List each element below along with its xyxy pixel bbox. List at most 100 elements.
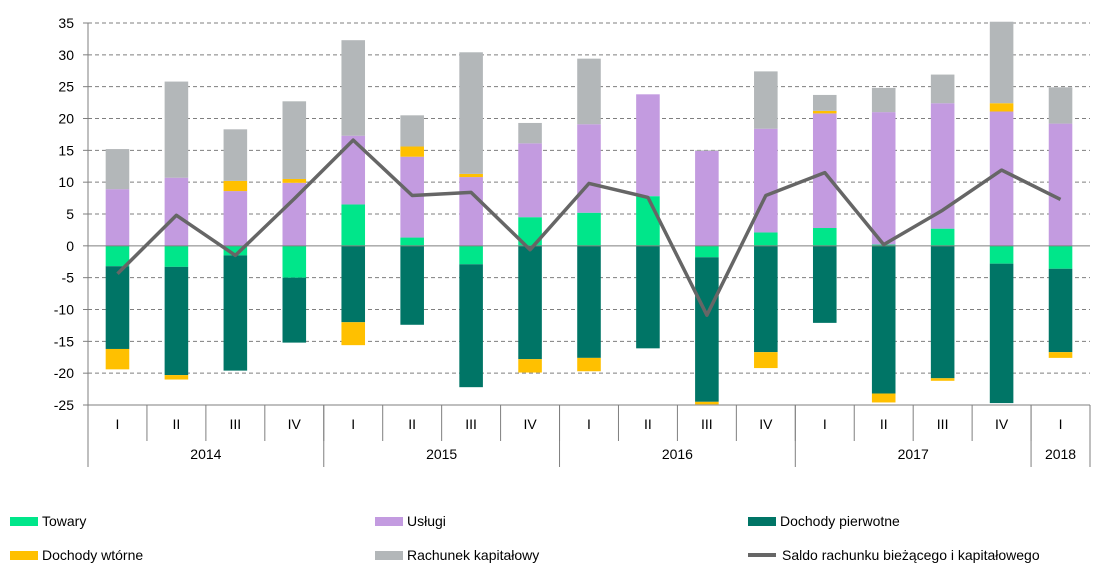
legend-swatch xyxy=(375,550,403,560)
bar-dochody-wt-rne-4 xyxy=(341,322,366,346)
bar-towary-0 xyxy=(105,245,130,267)
bar-dochody-wt-rne-1 xyxy=(164,375,189,380)
bar-dochody-pierwotne-0 xyxy=(105,266,130,349)
bar-dochody-pierwotne-10 xyxy=(695,257,719,402)
legend-label: Rachunek kapitałowy xyxy=(407,547,540,563)
bar-dochody-pierwotne-7 xyxy=(518,245,542,360)
bar-us-ugi-14 xyxy=(930,103,955,229)
y-tick-label: 0 xyxy=(66,238,74,254)
legend-line-swatch xyxy=(748,553,776,557)
legend-swatch xyxy=(748,516,776,526)
bar-dochody-pierwotne-6 xyxy=(459,264,483,388)
bar-dochody-pierwotne-11 xyxy=(754,245,778,353)
bar-rachunek-kapita-owy-4 xyxy=(341,40,366,136)
y-tick-label: 20 xyxy=(58,111,74,127)
legend-item-dochody-pierwotne: Dochody pierwotne xyxy=(748,513,900,529)
bar-us-ugi-0 xyxy=(105,189,130,246)
bar-us-ugi-9 xyxy=(636,94,660,197)
bar-rachunek-kapita-owy-11 xyxy=(754,71,778,129)
bar-us-ugi-8 xyxy=(577,124,601,213)
bar-us-ugi-6 xyxy=(459,177,483,246)
bar-rachunek-kapita-owy-14 xyxy=(930,74,955,104)
bar-us-ugi-13 xyxy=(871,112,896,245)
bar-towary-15 xyxy=(989,245,1014,264)
bar-dochody-wt-rne-5 xyxy=(400,146,424,157)
bar-towary-8 xyxy=(577,212,601,246)
legend-item-rachunek-kapitalowy: Rachunek kapitałowy xyxy=(375,547,539,563)
year-label: 2017 xyxy=(898,446,929,462)
bar-rachunek-kapita-owy-1 xyxy=(164,81,189,178)
bar-dochody-wt-rne-14 xyxy=(930,378,955,381)
bar-us-ugi-11 xyxy=(754,128,778,233)
bar-us-ugi-2 xyxy=(223,191,248,246)
quarter-label: I xyxy=(823,416,827,432)
quarter-label: I xyxy=(116,416,120,432)
bar-dochody-pierwotne-2 xyxy=(223,255,248,371)
bar-dochody-wt-rne-11 xyxy=(754,352,778,369)
y-tick-label: 5 xyxy=(66,206,74,222)
bar-dochody-pierwotne-12 xyxy=(812,245,837,323)
bar-rachunek-kapita-owy-16 xyxy=(1048,87,1073,124)
quarter-label: IV xyxy=(523,416,537,432)
y-tick-label: -20 xyxy=(54,365,74,381)
legend-label: Towary xyxy=(42,513,87,529)
quarter-label: III xyxy=(465,416,477,432)
bar-dochody-pierwotne-15 xyxy=(989,263,1014,404)
bar-rachunek-kapita-owy-2 xyxy=(223,129,248,181)
bar-rachunek-kapita-owy-8 xyxy=(577,58,601,125)
bar-dochody-wt-rne-10 xyxy=(695,401,719,405)
bar-towary-11 xyxy=(754,232,778,246)
bar-rachunek-kapita-owy-10 xyxy=(695,150,719,151)
bar-dochody-wt-rne-12 xyxy=(812,110,837,114)
year-label: 2018 xyxy=(1045,446,1076,462)
bar-dochody-pierwotne-16 xyxy=(1048,268,1073,353)
bar-rachunek-kapita-owy-12 xyxy=(812,94,837,111)
bar-towary-1 xyxy=(164,245,189,267)
bar-dochody-wt-rne-8 xyxy=(577,357,601,372)
line-layer xyxy=(116,138,1062,317)
bar-us-ugi-1 xyxy=(164,177,189,246)
bar-dochody-pierwotne-14 xyxy=(930,245,955,379)
bar-dochody-pierwotne-8 xyxy=(577,245,601,358)
y-tick-label: 15 xyxy=(58,142,74,158)
bar-us-ugi-7 xyxy=(518,143,542,218)
quarter-label: IV xyxy=(288,416,302,432)
quarter-label: II xyxy=(173,416,181,432)
bar-towary-7 xyxy=(518,217,542,246)
bar-dochody-wt-rne-16 xyxy=(1048,352,1073,358)
quarter-label: III xyxy=(701,416,713,432)
legend-item-saldo: Saldo rachunku bieżącego i kapitałowego xyxy=(748,547,1040,563)
bar-us-ugi-15 xyxy=(989,111,1014,246)
y-tick-label: 25 xyxy=(58,79,74,95)
bar-rachunek-kapita-owy-5 xyxy=(400,115,424,147)
quarter-label: IV xyxy=(995,416,1009,432)
bar-towary-3 xyxy=(282,245,307,278)
bar-dochody-pierwotne-1 xyxy=(164,266,189,376)
legend-label: Usługi xyxy=(407,513,446,529)
bar-dochody-wt-rne-7 xyxy=(518,359,542,373)
legend-label: Dochody wtórne xyxy=(42,547,144,563)
bar-towary-14 xyxy=(930,228,955,246)
bar-towary-2 xyxy=(223,245,248,256)
bar-us-ugi-4 xyxy=(341,135,366,205)
bar-towary-16 xyxy=(1048,245,1073,269)
quarter-label: II xyxy=(880,416,888,432)
bar-towary-10 xyxy=(695,245,719,258)
bar-us-ugi-16 xyxy=(1048,123,1073,246)
bar-dochody-pierwotne-13 xyxy=(871,245,896,394)
bar-towary-4 xyxy=(341,204,366,246)
legend-label: Saldo rachunku bieżącego i kapitałowego xyxy=(782,547,1040,563)
bar-us-ugi-3 xyxy=(282,182,307,246)
y-tick-labels: 35 30 25 20 15 10 5 0 -5 -10 -15 -20 -25 xyxy=(54,15,74,413)
quarter-label: IV xyxy=(759,416,773,432)
quarter-label: I xyxy=(1059,416,1063,432)
bar-dochody-pierwotne-4 xyxy=(341,245,366,323)
legend-swatch xyxy=(375,516,403,526)
y-tick-label: -15 xyxy=(54,333,74,349)
bar-rachunek-kapita-owy-6 xyxy=(459,52,483,174)
bar-us-ugi-12 xyxy=(812,113,837,229)
bar-rachunek-kapita-owy-0 xyxy=(105,149,130,190)
axes xyxy=(83,22,1090,406)
quarter-label: I xyxy=(351,416,355,432)
year-label: 2015 xyxy=(426,446,457,462)
